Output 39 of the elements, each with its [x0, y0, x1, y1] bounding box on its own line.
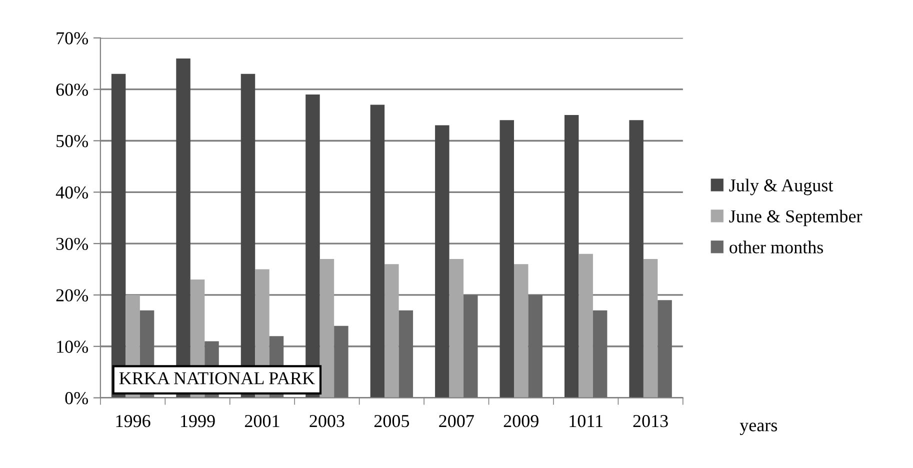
y-tick-label: 30% [56, 238, 88, 250]
y-tick-label: 0% [65, 392, 88, 404]
bar [398, 310, 414, 398]
y-tick-label: 50% [56, 134, 88, 148]
x-tick-label: 1996 [116, 415, 150, 428]
bar [370, 104, 385, 398]
legend-label: July & August [729, 178, 834, 196]
bar [449, 258, 464, 398]
bar [564, 115, 579, 398]
bar [464, 294, 478, 398]
legend-label: June & September [729, 210, 862, 226]
x-tick-label: 1011 [570, 414, 602, 428]
legend-label: other months [730, 240, 824, 254]
y-tick-label: 20% [56, 289, 88, 302]
bar [592, 310, 608, 398]
x-tick-label: 2001 [244, 414, 280, 428]
x-tick-label: 2013 [633, 414, 668, 428]
bar [334, 326, 348, 398]
bar [629, 120, 644, 398]
y-tick-label: 10% [57, 340, 88, 353]
y-tick-label: 70% [56, 32, 88, 44]
y-tick-label: 60% [56, 84, 88, 96]
bar [320, 258, 334, 398]
x-tick-label: 2003 [310, 414, 344, 428]
bar [528, 294, 542, 398]
bar [435, 125, 450, 398]
bar [658, 300, 672, 398]
x-tick-label: 2007 [439, 414, 474, 428]
bar [500, 120, 514, 398]
bar [514, 264, 528, 398]
x-tick-label: 1999 [181, 415, 215, 428]
bar [384, 264, 399, 398]
annotation: KRKA NATIONAL PARK [119, 372, 315, 384]
x-axis-title: years [740, 422, 778, 436]
y-tick-label: 40% [56, 186, 88, 199]
x-tick-label: 2009 [504, 414, 538, 428]
x-tick-label: 2005 [374, 414, 410, 428]
bar [578, 254, 593, 398]
bar [643, 258, 658, 398]
